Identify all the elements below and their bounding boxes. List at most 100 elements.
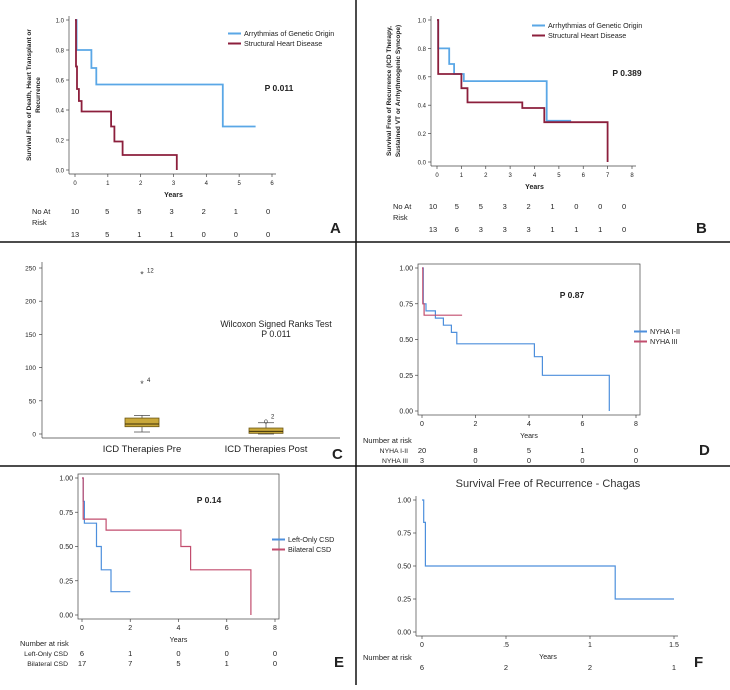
y-tick-label: 0.4 — [56, 109, 65, 115]
y-tick-label: 0.25 — [399, 373, 413, 380]
outlier-marker: * — [140, 270, 144, 280]
y-tick-label: 0.00 — [397, 630, 411, 637]
x-axis-label: Years — [520, 433, 538, 440]
risk-value: 5 — [176, 659, 180, 668]
p-value: P 0.011 — [261, 329, 291, 339]
risk-value: 8 — [473, 446, 477, 455]
outlier-marker: * — [140, 379, 144, 389]
x-tick-label: 4 — [533, 173, 537, 179]
risk-value: 0 — [176, 649, 180, 658]
series-line-structural-heart-disease — [75, 19, 178, 170]
chart-title: Survival Free of Recurrence - Chagas — [456, 478, 641, 490]
risk-value: 13 — [71, 230, 79, 239]
x-tick-label: 1.5 — [669, 642, 679, 649]
x-tick-label: 6 — [581, 421, 585, 428]
x-tick-label: 0 — [435, 173, 439, 179]
risk-value: 0 — [234, 230, 238, 239]
risk-value: 5 — [455, 202, 459, 211]
x-axis-label: Years — [164, 192, 183, 199]
y-tick-label: 200 — [25, 299, 36, 306]
y-tick-label: 1.0 — [56, 19, 65, 25]
p-value: P 0.011 — [265, 83, 294, 93]
x-axis-label: Years — [539, 654, 557, 661]
x-tick-label: 1 — [460, 173, 464, 179]
risk-value: 1 — [574, 225, 578, 234]
risk-value: 0 — [574, 202, 578, 211]
y-tick-label: 0.2 — [418, 132, 427, 138]
y-tick-label: 1.00 — [59, 476, 73, 483]
x-tick-label: .5 — [503, 642, 509, 649]
risk-value: 3 — [169, 207, 173, 216]
x-tick-label: 2 — [139, 181, 143, 187]
risk-value: 2 — [588, 663, 592, 672]
x-tick-label: 0 — [420, 642, 424, 649]
x-tick-label: 5 — [557, 173, 561, 179]
risk-value: 0 — [273, 659, 277, 668]
y-tick-label: 0.75 — [59, 510, 73, 517]
risk-value: 0 — [634, 446, 638, 455]
series-line-arrythmias-of-genetic-origin — [75, 19, 256, 128]
panel-e: 0.00 0.25 0.50 0.75 1.00 0 2 4 6 8 Years Left-Only … — [20, 473, 344, 671]
y-tick-label: 0.25 — [397, 597, 411, 604]
risk-value: 2 — [202, 207, 206, 216]
series-line-left-only-csd — [82, 477, 131, 593]
outlier-marker: o — [264, 419, 268, 426]
risk-value: 20 — [418, 446, 426, 455]
risk-value: 1 — [550, 225, 554, 234]
panel-c: 0 50 100 150 200 250 ICD Therapies Pre ICD Ther… — [25, 262, 343, 463]
risk-value: 1 — [672, 663, 676, 672]
y-axis-label: Survival Free of Death, Heart Transplant… — [26, 29, 33, 161]
legend-label: Structural Heart Disease — [548, 31, 626, 40]
y-tick-label: 0.50 — [399, 337, 413, 344]
x-tick-label: 7 — [606, 173, 610, 179]
y-axis-label: Survival Free of Recurrence (ICD Therapy… — [386, 26, 393, 156]
y-axis-label: Recurrence — [35, 77, 42, 113]
risk-value: 1 — [225, 659, 229, 668]
y-tick-label: 0.25 — [59, 578, 73, 585]
x-axis-label: Years — [170, 637, 188, 644]
y-tick-label: 0.0 — [418, 161, 427, 167]
risk-value: 1 — [137, 230, 141, 239]
risk-table-label: No At — [32, 207, 51, 216]
series-line-bilateral-csd — [82, 477, 252, 615]
risk-value: 2 — [504, 663, 508, 672]
y-tick-label: 0.75 — [399, 301, 413, 308]
risk-value: 0 — [273, 649, 277, 658]
x-tick-label: 0 — [420, 421, 424, 428]
panel-letter: F — [694, 654, 703, 671]
y-tick-label: 0.50 — [397, 564, 411, 571]
risk-value: 10 — [71, 207, 79, 216]
x-tick-label: 4 — [527, 421, 531, 428]
legend-label: Arrythmias of Genetic Origin — [244, 29, 334, 38]
y-tick-label: 1.00 — [397, 498, 411, 505]
y-tick-label: 0.0 — [56, 169, 65, 175]
outlier-label: 12 — [147, 269, 154, 275]
risk-value: 1 — [550, 202, 554, 211]
y-tick-label: 0.50 — [59, 544, 73, 551]
x-tick-label: 6 — [582, 173, 586, 179]
risk-value: 0 — [527, 456, 531, 465]
x-tick-label: 3 — [508, 173, 512, 179]
risk-value: 0 — [473, 456, 477, 465]
y-tick-label: 0.6 — [418, 75, 427, 81]
panel-letter: E — [334, 654, 344, 671]
risk-value: 1 — [598, 225, 602, 234]
risk-value: 1 — [234, 207, 238, 216]
risk-value: 3 — [479, 225, 483, 234]
y-tick-label: 0.00 — [59, 613, 73, 620]
x-tick-label: 4 — [205, 181, 209, 187]
category-label: ICD Therapies Post — [225, 444, 308, 455]
x-tick-label: 0 — [80, 625, 84, 632]
risk-value: 6 — [455, 225, 459, 234]
x-tick-label: 2 — [474, 421, 478, 428]
y-tick-label: 1.00 — [399, 266, 413, 273]
risk-value: 1 — [128, 649, 132, 658]
y-tick-label: 150 — [25, 332, 36, 339]
y-tick-label: 1.0 — [418, 19, 427, 25]
legend-label: NYHA I-II — [650, 327, 680, 336]
x-tick-label: 2 — [484, 173, 488, 179]
y-tick-label: 0.6 — [56, 79, 65, 85]
risk-row-label: NYHA I-II — [380, 448, 408, 455]
